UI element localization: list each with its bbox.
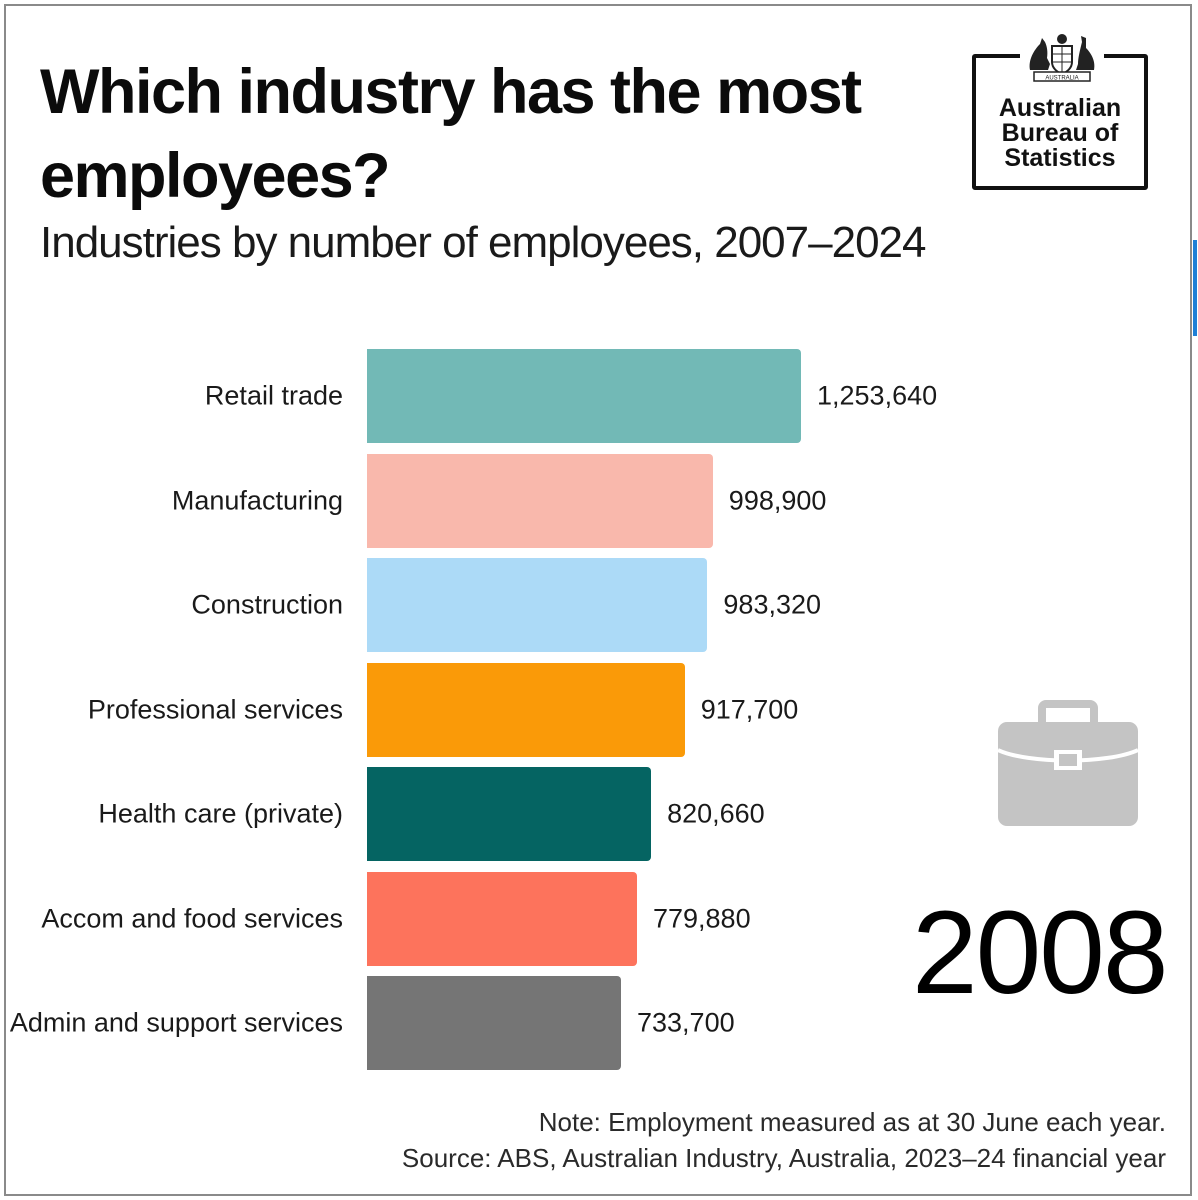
note-text: Note: Employment measured as at 30 June … [538, 1107, 1166, 1137]
bar [367, 453, 713, 548]
value-label: 983,320 [723, 589, 822, 620]
category-label: Construction [191, 589, 343, 620]
bar [367, 558, 708, 652]
bar [367, 767, 652, 861]
value-label: 820,660 [667, 798, 765, 829]
value-label: 998,900 [728, 485, 827, 515]
source-text: Source: ABS, Australian Industry, Austra… [401, 1143, 1166, 1173]
category-label: Manufacturing [171, 485, 343, 515]
category-label: Health care (private) [98, 798, 343, 829]
value-label: 733,700 [637, 1007, 735, 1038]
coat-of-arms-icon: AUSTRALIA [1020, 30, 1104, 86]
year-label: 2008 [912, 887, 1169, 1019]
value-label: 779,880 [652, 903, 751, 933]
bar [367, 871, 637, 966]
bar [367, 976, 621, 1070]
bar [367, 662, 685, 757]
scroll-indicator [1193, 240, 1197, 336]
briefcase-icon [998, 700, 1138, 826]
category-label: Retail trade [204, 380, 343, 411]
abs-logo-line-3: Statistics [1004, 144, 1116, 172]
bar [367, 349, 801, 443]
chart-footnote: Note: Employment measured as at 30 June … [402, 1104, 1166, 1176]
category-label: Accom and food services [41, 903, 343, 933]
abs-logo-text: Australian Bureau of Statistics [976, 96, 1144, 171]
chart-title: Which industry has the most employees? [40, 57, 862, 211]
value-label: 917,700 [700, 694, 799, 724]
category-label: Professional services [87, 694, 343, 724]
abs-logo-line-1: Australian [998, 94, 1122, 122]
value-label: 1,253,640 [817, 380, 938, 411]
crest-ribbon-text: AUSTRALIA [1045, 76, 1078, 82]
abs-logo-line-2: Bureau of [1001, 119, 1119, 147]
category-label: Admin and support services [9, 1007, 343, 1038]
chart-subtitle: Industries by number of employees, 2007–… [40, 218, 926, 267]
